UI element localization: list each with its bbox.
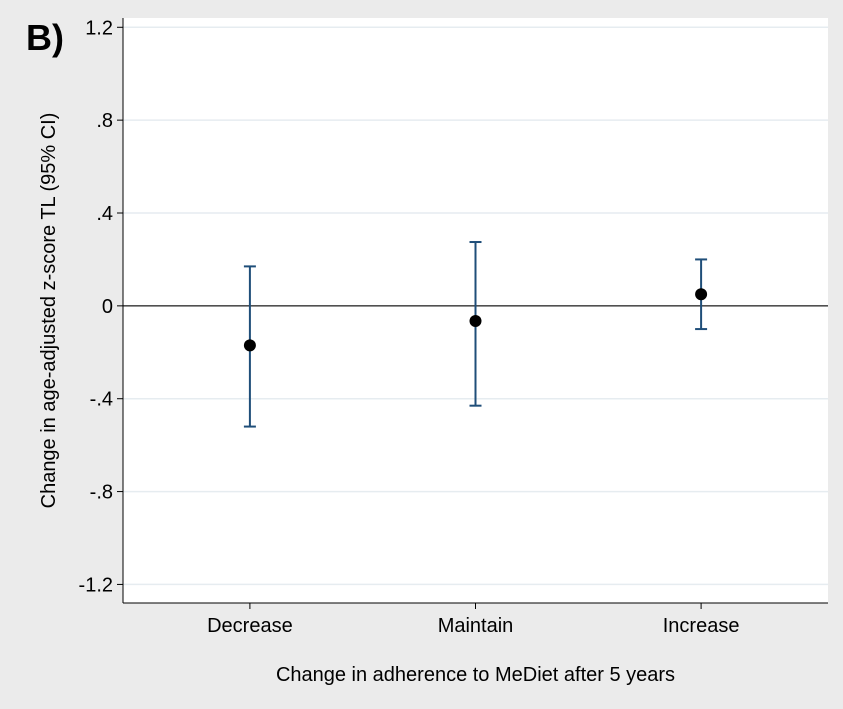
y-tick-label: .4 — [96, 203, 113, 225]
y-tick-label: -.8 — [90, 482, 113, 504]
data-point — [469, 314, 482, 327]
x-tick-label: Increase — [663, 615, 740, 637]
y-tick-label: 0 — [102, 296, 113, 318]
x-axis-title: Change in adherence to MeDiet after 5 ye… — [276, 664, 675, 686]
data-point — [243, 339, 256, 352]
data-point — [695, 288, 708, 301]
y-tick-label: .8 — [96, 110, 113, 132]
x-tick-label: Maintain — [438, 615, 514, 637]
y-axis-title: Change in age-adjusted z-score TL (95% C… — [38, 113, 60, 509]
y-tick-label: 1.2 — [85, 17, 113, 39]
panel-label: B) — [26, 17, 64, 58]
y-tick-label: -.4 — [90, 389, 113, 411]
x-tick-label: Decrease — [207, 615, 293, 637]
y-tick-label: -1.2 — [79, 574, 113, 596]
